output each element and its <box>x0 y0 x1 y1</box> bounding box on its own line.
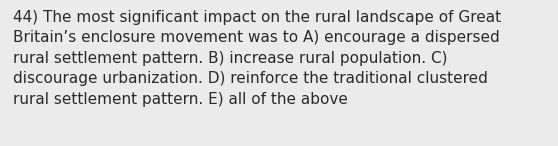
Text: 44) The most significant impact on the rural landscape of Great
Britain’s enclos: 44) The most significant impact on the r… <box>13 10 501 107</box>
